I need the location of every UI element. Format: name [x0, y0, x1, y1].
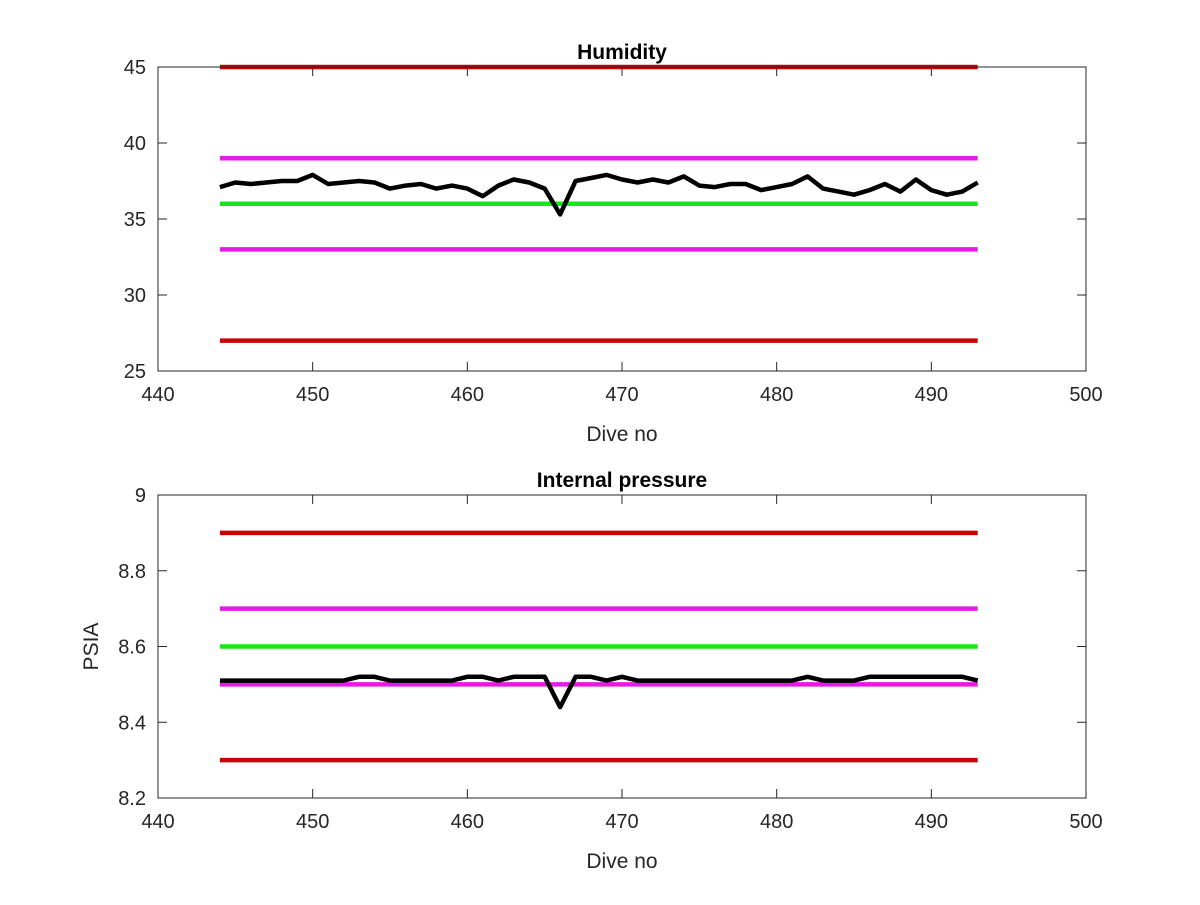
- x-tick-label: 450: [296, 384, 329, 406]
- x-tick-label: 460: [451, 384, 484, 406]
- x-tick-label: 480: [760, 811, 793, 833]
- x-tick-label: 500: [1069, 384, 1102, 406]
- y-tick-label: 25: [124, 361, 146, 383]
- y-tick-label: 40: [124, 133, 146, 155]
- subplot-2: 440 450 460 470 480 490 500 8.2 8.4 8.6 8.8 9 Intern…: [80, 469, 1103, 873]
- y-tick-label: 35: [124, 209, 146, 231]
- y-tick-label: 45: [124, 57, 146, 79]
- x-tick-label: 470: [605, 384, 638, 406]
- chart-title: Internal pressure: [537, 469, 707, 492]
- x-tick-label: 480: [760, 384, 793, 406]
- y-tick-label: 8.8: [118, 561, 146, 583]
- x-tick-label: 450: [296, 811, 329, 833]
- y-axis-label: PSIA: [80, 623, 103, 671]
- x-tick-label: 500: [1069, 811, 1102, 833]
- series-line-6: [219, 172, 979, 217]
- x-tick-label: 440: [141, 384, 174, 406]
- chart-title: Humidity: [577, 41, 667, 64]
- series-line-6: [219, 674, 979, 710]
- x-axis-label: Dive no: [586, 423, 657, 446]
- y-tick-label: 8.4: [118, 712, 146, 734]
- x-tick-label: 440: [141, 811, 174, 833]
- x-axis-label: Dive no: [586, 850, 657, 873]
- y-tick-label: 8.6: [118, 637, 146, 659]
- plot-area: [158, 67, 1086, 371]
- y-tick-label: 9: [135, 485, 146, 507]
- x-tick-label: 490: [915, 384, 948, 406]
- x-tick-label: 460: [451, 811, 484, 833]
- y-tick-label: 8.2: [118, 788, 146, 810]
- x-tick-label: 470: [605, 811, 638, 833]
- x-tick-label: 490: [915, 811, 948, 833]
- y-tick-label: 30: [124, 285, 146, 307]
- subplot-1: 440 450 460 470 480 490 500 25 30 35 40 45 Humidity D…: [124, 41, 1103, 446]
